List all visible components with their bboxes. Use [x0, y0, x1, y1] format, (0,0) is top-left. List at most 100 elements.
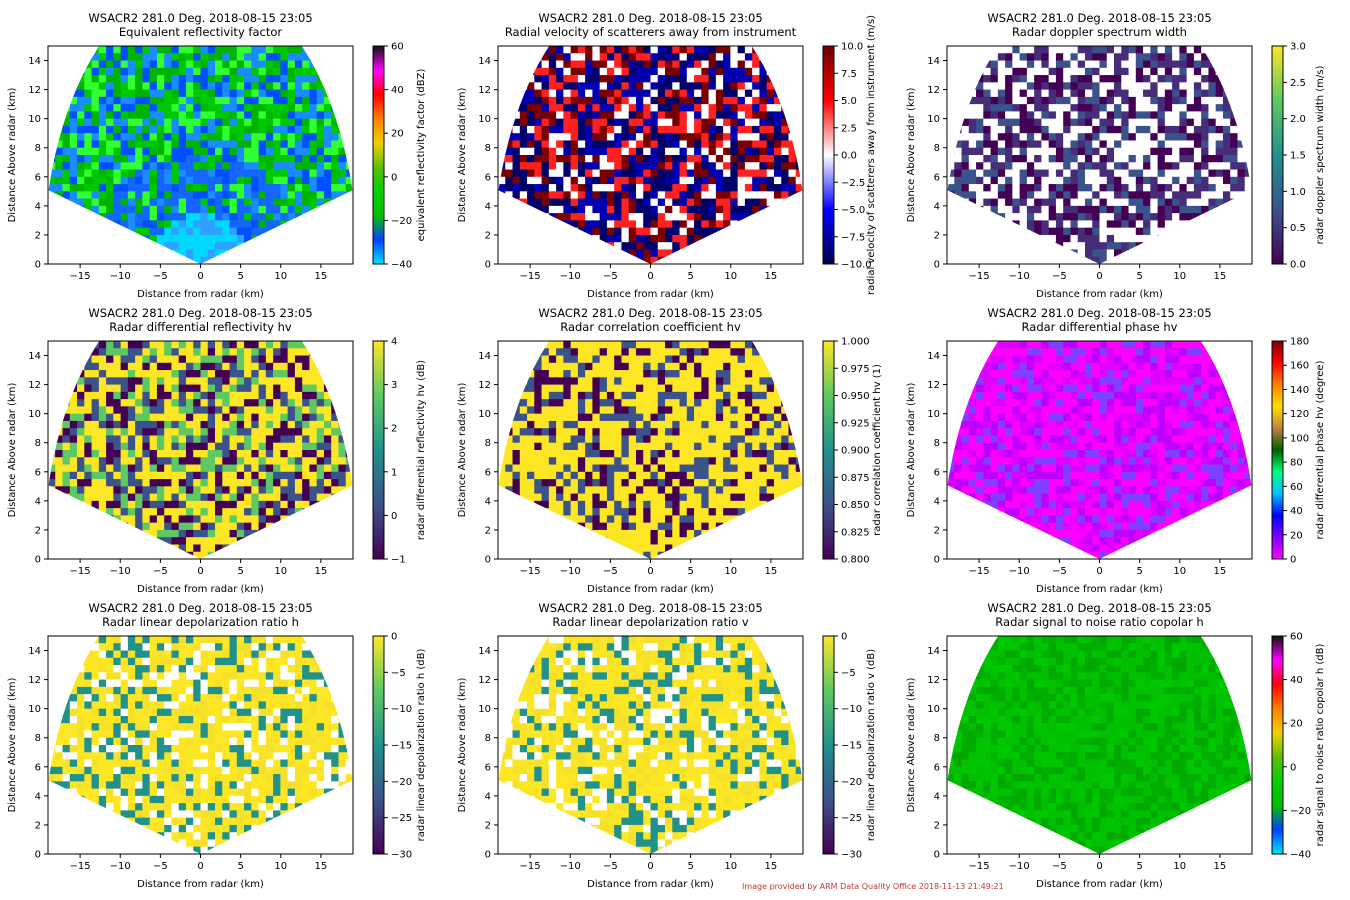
- colorbar-label: radar linear depolarization ratio h (dB): [416, 649, 427, 842]
- x-tick-label: −10: [560, 566, 581, 577]
- x-tick-label: 10: [724, 861, 737, 872]
- y-tick-label: 0: [934, 850, 940, 861]
- y-tick-label: 14: [28, 351, 41, 362]
- colorbar-tick-label: 0: [1290, 555, 1296, 566]
- x-tick-label: 15: [765, 566, 778, 577]
- colorbar-tick-label: 80: [1290, 458, 1303, 469]
- colorbar-tick-label: 0.850: [841, 500, 870, 511]
- colorbar-tick-label: 160: [1290, 361, 1309, 372]
- colorbar-tick-label: −40: [1290, 850, 1311, 861]
- y-tick-label: 0: [934, 260, 940, 271]
- colorbar-tick-label: 60: [391, 42, 404, 53]
- x-tick-label: 0: [197, 861, 203, 872]
- colorbar-tick-label: −10: [391, 704, 412, 715]
- panel-1: WSACR2 281.0 Deg. 2018-08-15 23:05Equiva…: [7, 11, 427, 300]
- x-tick-label: −10: [110, 566, 131, 577]
- colorbar-tick-label: 0.975: [841, 364, 870, 375]
- colorbar-tick-label: −20: [391, 216, 412, 227]
- x-tick-label: −5: [1052, 566, 1067, 577]
- colorbar-tick-label: 60: [1290, 632, 1303, 643]
- x-tick-label: −15: [969, 566, 990, 577]
- x-tick-label: 10: [724, 271, 737, 282]
- y-tick-label: 8: [934, 438, 940, 449]
- colorbar: [822, 340, 835, 560]
- x-tick-label: 15: [765, 271, 778, 282]
- x-tick-label: −5: [603, 861, 618, 872]
- x-tick-label: 5: [1136, 861, 1142, 872]
- y-tick-label: 4: [934, 201, 940, 212]
- y-tick-label: 4: [35, 201, 41, 212]
- y-axis-label: Distance Above radar (km): [457, 678, 468, 813]
- colorbar-tick-label: 0.875: [841, 473, 870, 484]
- y-tick-label: 12: [927, 85, 940, 96]
- y-tick-label: 0: [35, 555, 41, 566]
- heatmap-field: [48, 341, 353, 559]
- x-tick-label: 15: [1214, 566, 1227, 577]
- colorbar: [1271, 635, 1284, 855]
- colorbar-label: equivalent reflectivity factor (dBZ): [416, 69, 427, 242]
- colorbar-tick-label: 40: [1290, 675, 1303, 686]
- colorbar-tick-label: 1.0: [1290, 187, 1306, 198]
- x-tick-label: 0: [197, 566, 203, 577]
- y-tick-label: 8: [35, 438, 41, 449]
- colorbar-tick-label: −5.0: [841, 205, 865, 216]
- x-tick-label: 10: [274, 566, 287, 577]
- colorbar: [822, 45, 835, 265]
- y-tick-label: 12: [478, 85, 491, 96]
- panel-title: WSACR2 281.0 Deg. 2018-08-15 23:05: [538, 601, 762, 615]
- x-tick-label: −15: [520, 271, 541, 282]
- x-tick-label: −5: [153, 271, 168, 282]
- x-tick-label: −15: [70, 861, 91, 872]
- colorbar: [372, 45, 385, 265]
- y-tick-label: 0: [934, 555, 940, 566]
- y-tick-label: 10: [478, 704, 491, 715]
- panel-4: WSACR2 281.0 Deg. 2018-08-15 23:05Radar …: [7, 306, 427, 595]
- y-tick-label: 6: [934, 172, 940, 183]
- y-tick-label: 10: [28, 704, 41, 715]
- y-tick-label: 14: [478, 351, 491, 362]
- colorbar-tick-label: 2: [391, 424, 397, 435]
- y-axis-label: Distance Above radar (km): [7, 383, 18, 518]
- y-tick-label: 6: [485, 172, 491, 183]
- x-tick-label: −15: [520, 566, 541, 577]
- colorbar: [822, 635, 835, 855]
- y-tick-label: 14: [28, 56, 41, 67]
- colorbar: [372, 340, 385, 560]
- y-tick-label: 14: [927, 646, 940, 657]
- x-tick-label: 10: [1173, 271, 1186, 282]
- x-tick-label: −5: [603, 566, 618, 577]
- x-axis-label: Distance from radar (km): [587, 289, 714, 300]
- x-tick-label: 15: [315, 861, 328, 872]
- colorbar-tick-label: 10.0: [841, 42, 863, 53]
- panel-title: WSACR2 281.0 Deg. 2018-08-15 23:05: [88, 11, 312, 25]
- x-tick-label: −10: [1009, 566, 1030, 577]
- colorbar-tick-label: 180: [1290, 337, 1309, 348]
- y-tick-label: 12: [28, 675, 41, 686]
- heatmap-field: [498, 636, 803, 854]
- panel-subtitle: Radar linear depolarization ratio v: [552, 615, 749, 629]
- colorbar-tick-label: 0.900: [841, 446, 870, 457]
- x-tick-label: 10: [274, 271, 287, 282]
- colorbar-tick-label: −30: [391, 850, 412, 861]
- colorbar-tick-label: 0.5: [1290, 223, 1306, 234]
- y-tick-label: 10: [927, 704, 940, 715]
- y-tick-label: 12: [927, 380, 940, 391]
- panel-5: WSACR2 281.0 Deg. 2018-08-15 23:05Radar …: [457, 306, 883, 595]
- panel-9: WSACR2 281.0 Deg. 2018-08-15 23:05Radar …: [906, 601, 1326, 890]
- colorbar-tick-label: 0: [391, 632, 397, 643]
- colorbar-tick-label: −10: [841, 704, 862, 715]
- colorbar-tick-label: −5: [841, 668, 856, 679]
- y-tick-label: 0: [35, 850, 41, 861]
- colorbar-tick-label: −20: [841, 777, 862, 788]
- x-tick-label: 0: [647, 566, 653, 577]
- panel-subtitle: Radar correlation coefficient hv: [560, 320, 741, 334]
- y-tick-label: 0: [485, 555, 491, 566]
- colorbar-tick-label: −10.0: [841, 260, 872, 271]
- colorbar-tick-label: 20: [1290, 530, 1303, 541]
- panel-3: WSACR2 281.0 Deg. 2018-08-15 23:05Radar …: [906, 11, 1326, 300]
- y-tick-label: 6: [35, 762, 41, 773]
- colorbar: [372, 635, 385, 855]
- colorbar-tick-label: 2.0: [1290, 114, 1306, 125]
- heatmap-field: [48, 46, 353, 264]
- colorbar-tick-label: 0.0: [1290, 260, 1306, 271]
